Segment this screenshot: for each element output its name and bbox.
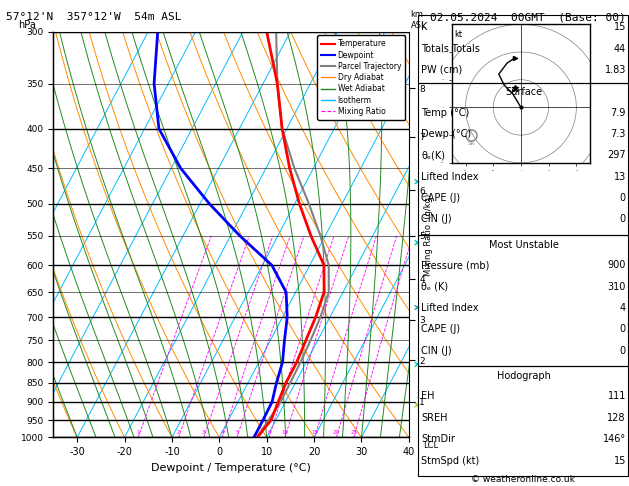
Text: Temp (°C): Temp (°C) [421, 107, 470, 118]
Text: 5: 5 [235, 431, 238, 435]
Text: Surface: Surface [505, 87, 542, 97]
Text: km
ASL: km ASL [411, 10, 426, 30]
Text: θₑ (K): θₑ (K) [421, 281, 448, 292]
Text: 8: 8 [267, 431, 271, 435]
Text: 4: 4 [221, 431, 224, 435]
Text: 7.3: 7.3 [611, 129, 626, 139]
Text: 7.9: 7.9 [611, 107, 626, 118]
Text: 0: 0 [620, 346, 626, 356]
Text: 3: 3 [202, 431, 206, 435]
Text: CAPE (J): CAPE (J) [421, 324, 460, 334]
Text: 02.05.2024  00GMT  (Base: 00): 02.05.2024 00GMT (Base: 00) [430, 12, 626, 22]
Text: 128: 128 [608, 413, 626, 423]
Text: CIN (J): CIN (J) [421, 346, 452, 356]
Text: hPa: hPa [18, 19, 36, 30]
Text: Totals Totals: Totals Totals [421, 44, 481, 53]
Text: CIN (J): CIN (J) [421, 214, 452, 225]
Text: kt: kt [454, 30, 462, 39]
Text: 111: 111 [608, 391, 626, 401]
Text: 15: 15 [613, 455, 626, 466]
Text: 0: 0 [620, 193, 626, 203]
Text: © weatheronline.co.uk: © weatheronline.co.uk [471, 474, 575, 484]
Text: 15: 15 [311, 431, 318, 435]
Text: 13: 13 [614, 172, 626, 182]
Text: Lifted Index: Lifted Index [421, 172, 479, 182]
Text: 25: 25 [350, 431, 357, 435]
Text: CAPE (J): CAPE (J) [421, 193, 460, 203]
Text: 1: 1 [136, 431, 140, 435]
Text: PW (cm): PW (cm) [421, 65, 463, 75]
Text: 310: 310 [608, 281, 626, 292]
Text: EH: EH [421, 391, 435, 401]
Text: 15: 15 [613, 22, 626, 32]
Text: 0: 0 [620, 324, 626, 334]
Text: StmDir: StmDir [421, 434, 455, 444]
Text: K: K [421, 22, 428, 32]
Text: LCL: LCL [423, 441, 438, 451]
Text: 900: 900 [608, 260, 626, 270]
Text: 57°12'N  357°12'W  54m ASL: 57°12'N 357°12'W 54m ASL [6, 12, 182, 22]
Text: Most Unstable: Most Unstable [489, 240, 559, 250]
Text: 146°: 146° [603, 434, 626, 444]
Text: 10: 10 [281, 431, 289, 435]
Text: 0: 0 [620, 214, 626, 225]
Legend: Temperature, Dewpoint, Parcel Trajectory, Dry Adiabat, Wet Adiabat, Isotherm, Mi: Temperature, Dewpoint, Parcel Trajectory… [317, 35, 405, 120]
Text: SREH: SREH [421, 413, 448, 423]
Text: Hodograph: Hodograph [497, 371, 550, 381]
Text: 297: 297 [607, 150, 626, 160]
Text: Dewp (°C): Dewp (°C) [421, 129, 472, 139]
Text: StmSpd (kt): StmSpd (kt) [421, 455, 480, 466]
Text: SR: SR [467, 140, 475, 146]
Text: 1.83: 1.83 [604, 65, 626, 75]
Text: Mixing Ratio  (g/kg): Mixing Ratio (g/kg) [424, 193, 433, 276]
X-axis label: Dewpoint / Temperature (°C): Dewpoint / Temperature (°C) [151, 463, 311, 473]
Text: 20: 20 [333, 431, 340, 435]
Text: 2: 2 [177, 431, 181, 435]
Text: 4: 4 [620, 303, 626, 313]
Text: Pressure (mb): Pressure (mb) [421, 260, 490, 270]
Text: θₑ(K): θₑ(K) [421, 150, 445, 160]
Text: Lifted Index: Lifted Index [421, 303, 479, 313]
Text: 44: 44 [614, 44, 626, 53]
